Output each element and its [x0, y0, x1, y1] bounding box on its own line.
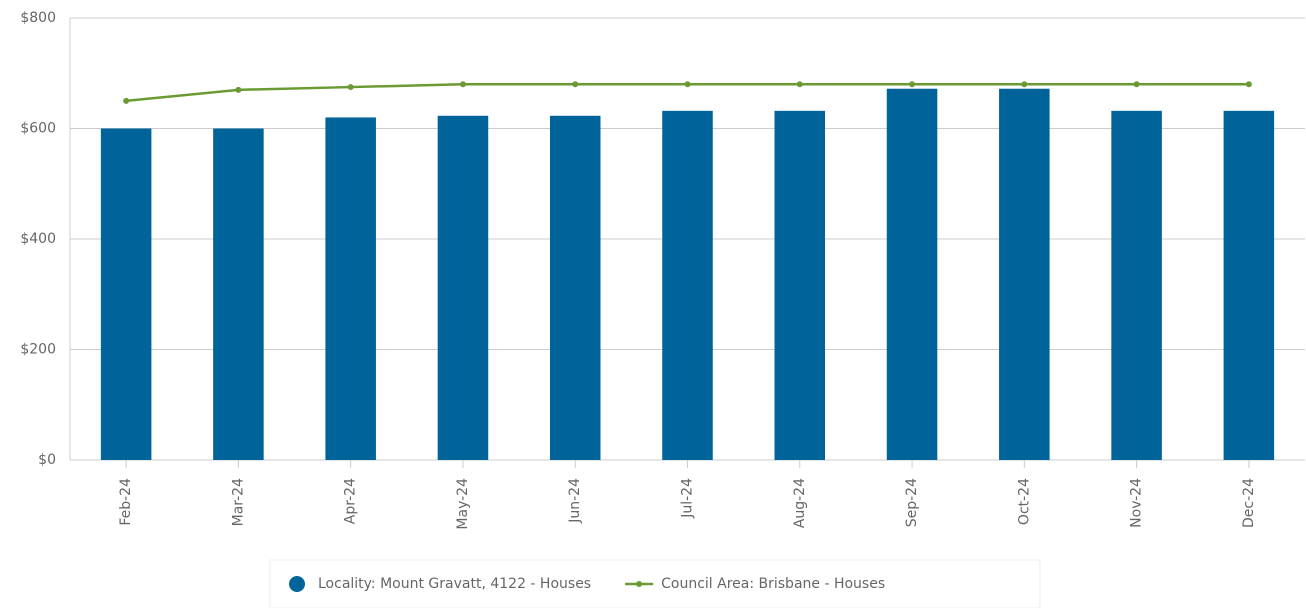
bar	[999, 88, 1050, 460]
point	[347, 84, 354, 91]
bar	[774, 110, 826, 460]
legend-box	[269, 559, 1041, 608]
legend-symbol	[636, 581, 643, 587]
point	[572, 81, 579, 88]
y-tick-label: $0	[38, 452, 56, 468]
point	[1021, 81, 1028, 88]
x-tick-label: Jun-24	[567, 478, 583, 524]
y-tick-label: $200	[20, 342, 56, 358]
x-tick-label: Feb-24	[118, 478, 134, 526]
y-tick-label: $600	[20, 121, 56, 137]
bar	[549, 115, 601, 460]
legend-label: Council Area: Brisbane - Houses	[661, 576, 885, 592]
bar	[213, 128, 264, 460]
x-tick-label: Mar-24	[230, 478, 246, 526]
point	[123, 97, 130, 104]
x-tick-label: Jul-24	[680, 478, 696, 519]
y-tick-label: $800	[20, 10, 56, 26]
point	[459, 81, 466, 88]
x-tick-label: Sep-24	[904, 478, 920, 527]
point	[909, 81, 916, 88]
legend-label: Locality: Mount Gravatt, 4122 - Houses	[318, 576, 591, 592]
x-tick-label: Apr-24	[343, 478, 359, 524]
x-tick-label: May-24	[455, 478, 471, 530]
bar	[325, 117, 376, 460]
x-tick-label: Nov-24	[1129, 478, 1145, 528]
bar	[437, 115, 489, 460]
point	[684, 81, 691, 88]
bar	[1223, 110, 1275, 460]
bar	[100, 128, 152, 460]
point	[796, 81, 803, 88]
bar	[1111, 110, 1162, 460]
bar	[886, 88, 938, 460]
point	[1245, 81, 1252, 88]
x-tick-label: Oct-24	[1016, 478, 1032, 525]
legend-symbol	[289, 576, 305, 592]
y-tick-label: $400	[20, 231, 56, 247]
x-tick-label: Aug-24	[792, 478, 808, 528]
point	[235, 86, 242, 93]
x-tick-label: Dec-24	[1241, 478, 1257, 528]
point	[1133, 81, 1140, 88]
bar	[662, 110, 713, 460]
